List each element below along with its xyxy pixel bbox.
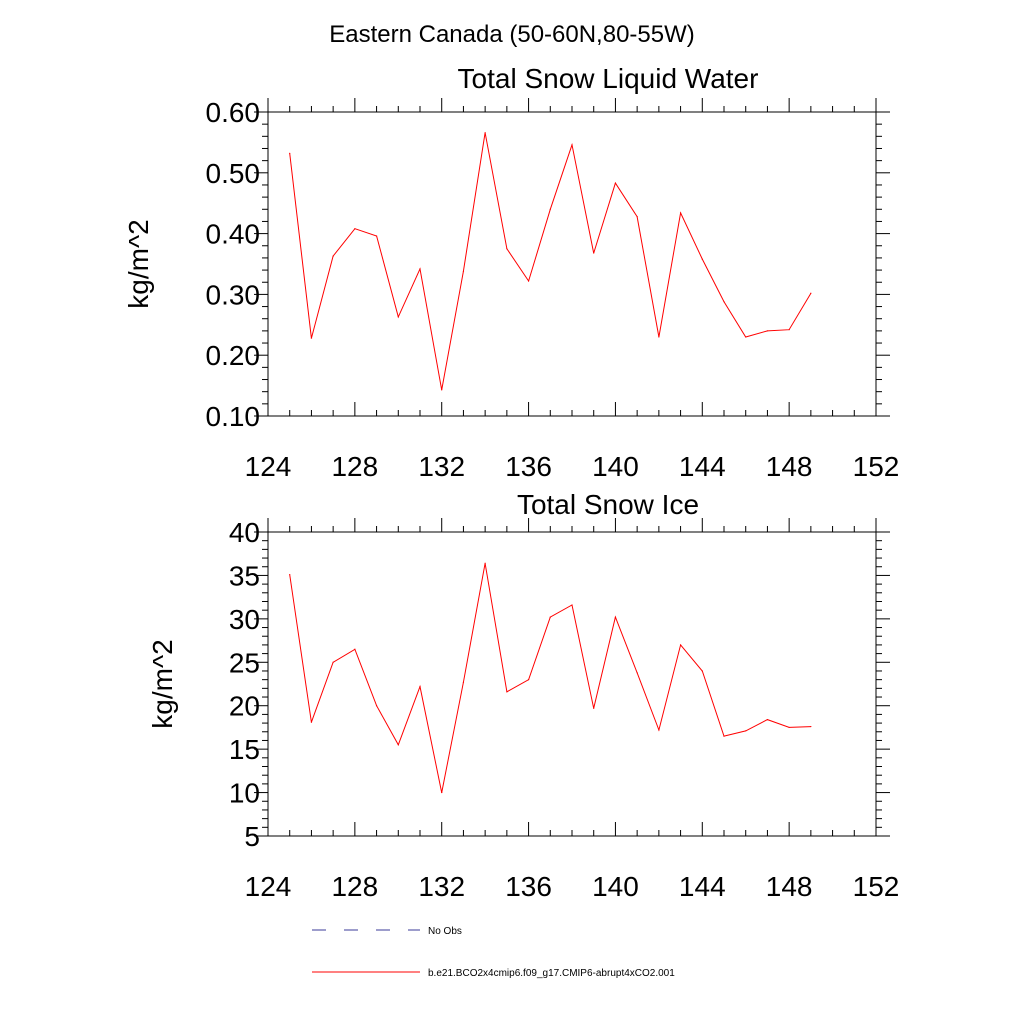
data-point: [658, 729, 660, 731]
x-tick-label: 128: [331, 871, 378, 902]
legend-item-2: b.e21.BCO2x4cmip6.f09_g17.CMIP6-abrupt4x…: [312, 968, 675, 979]
data-point: [810, 725, 812, 728]
data-point: [332, 255, 334, 257]
data-point: [593, 252, 595, 254]
y-axis-label: kg/m^2: [147, 639, 178, 728]
data-point: [419, 268, 421, 270]
legend-item-1: No Obs: [312, 926, 462, 937]
y-tick-label: 30: [229, 604, 260, 635]
data-point: [549, 208, 551, 210]
x-tick-label: 136: [505, 451, 552, 482]
data-point: [527, 679, 530, 681]
x-tick-label: 132: [418, 871, 465, 902]
chart-title: Total Snow Liquid Water: [458, 63, 759, 94]
data-point: [745, 730, 747, 732]
y-tick-label: 0.40: [206, 219, 261, 250]
data-point: [571, 604, 573, 606]
y-tick-label: 0.30: [206, 279, 261, 310]
data-point: [289, 573, 291, 576]
x-tick-label: 132: [418, 451, 465, 482]
plot-frame: [267, 111, 877, 417]
x-tick-label: 124: [245, 871, 292, 902]
plot-frame: [267, 531, 877, 837]
x-tick-label: 148: [766, 451, 813, 482]
x-tick-label: 140: [592, 871, 639, 902]
data-point: [549, 616, 551, 618]
y-tick-label: 20: [229, 691, 260, 722]
chart-panel-2: Total Snow Ice kg/m^2 124 128 132 136 140 144 14…: [147, 489, 899, 902]
data-point: [766, 719, 769, 721]
y-axis-label: kg/m^2: [123, 219, 154, 308]
data-point: [723, 735, 725, 737]
data-point: [484, 562, 486, 564]
y-tick-label: 0.20: [206, 340, 261, 371]
x-tick-label: 148: [766, 871, 813, 902]
data-point: [354, 648, 356, 650]
y-tick-label: 15: [229, 734, 260, 765]
x-tick-label: 124: [245, 451, 292, 482]
data-point: [397, 744, 399, 746]
data-point: [788, 726, 790, 729]
data-point: [354, 228, 356, 230]
data-point: [310, 721, 313, 723]
data-point: [484, 132, 486, 134]
data-point: [745, 336, 747, 338]
data-point: [571, 144, 573, 146]
data-point: [701, 258, 703, 260]
data-point: [679, 212, 682, 214]
data-point: [397, 316, 399, 318]
data-point: [679, 644, 682, 646]
legend-label: No Obs: [428, 926, 462, 937]
data-point: [636, 672, 638, 674]
legend: No Obs b.e21.BCO2x4cmip6.f09_g17.CMIP6-ab…: [312, 926, 675, 979]
x-tick-label: 152: [853, 871, 900, 902]
data-point: [441, 389, 443, 391]
data-point: [375, 705, 378, 707]
y-tick-label: 0.50: [206, 158, 261, 189]
data-point: [636, 215, 638, 218]
data-point: [462, 270, 465, 272]
data-point: [658, 336, 660, 338]
data-point: [462, 681, 465, 683]
x-tick-label: 144: [679, 451, 726, 482]
data-point: [506, 248, 508, 250]
y-tick-label: 35: [229, 560, 260, 591]
legend-label: b.e21.BCO2x4cmip6.f09_g17.CMIP6-abrupt4x…: [428, 968, 675, 979]
data-point: [506, 691, 508, 693]
data-point: [701, 670, 703, 672]
y-tick-label: 10: [229, 778, 260, 809]
series-line-1: [289, 132, 812, 390]
data-point: [527, 280, 530, 282]
chart-title: Total Snow Ice: [517, 489, 699, 520]
data-point: [810, 292, 812, 294]
figure-title: Eastern Canada (50-60N,80-55W): [329, 21, 695, 48]
data-point: [723, 301, 725, 303]
x-tick-label: 152: [853, 451, 900, 482]
data-point: [614, 182, 617, 184]
data-point: [375, 235, 378, 237]
series-line-1: [289, 563, 811, 793]
data-point: [593, 707, 595, 709]
chart-panel-1: Total Snow Liquid Water kg/m^2 124 128 132 13…: [123, 63, 899, 482]
y-tick-label: 0.60: [206, 97, 261, 128]
x-tick-label: 144: [679, 871, 726, 902]
x-tick-label: 128: [331, 451, 378, 482]
data-point: [310, 337, 313, 339]
y-tick-label: 0.10: [206, 401, 261, 432]
data-point: [788, 329, 790, 331]
data-point: [766, 330, 769, 332]
data-point: [441, 791, 443, 794]
y-tick-label: 40: [229, 517, 260, 548]
data-point: [332, 661, 334, 663]
y-tick-label: 5: [244, 821, 260, 852]
chart-panels: Total Snow Liquid Water kg/m^2 124 128 132 13…: [123, 63, 899, 902]
data-point: [419, 686, 421, 688]
x-tick-label: 136: [505, 871, 552, 902]
y-tick-label: 25: [229, 647, 260, 678]
x-tick-label: 140: [592, 451, 639, 482]
data-point: [614, 616, 617, 618]
data-point: [289, 152, 291, 154]
